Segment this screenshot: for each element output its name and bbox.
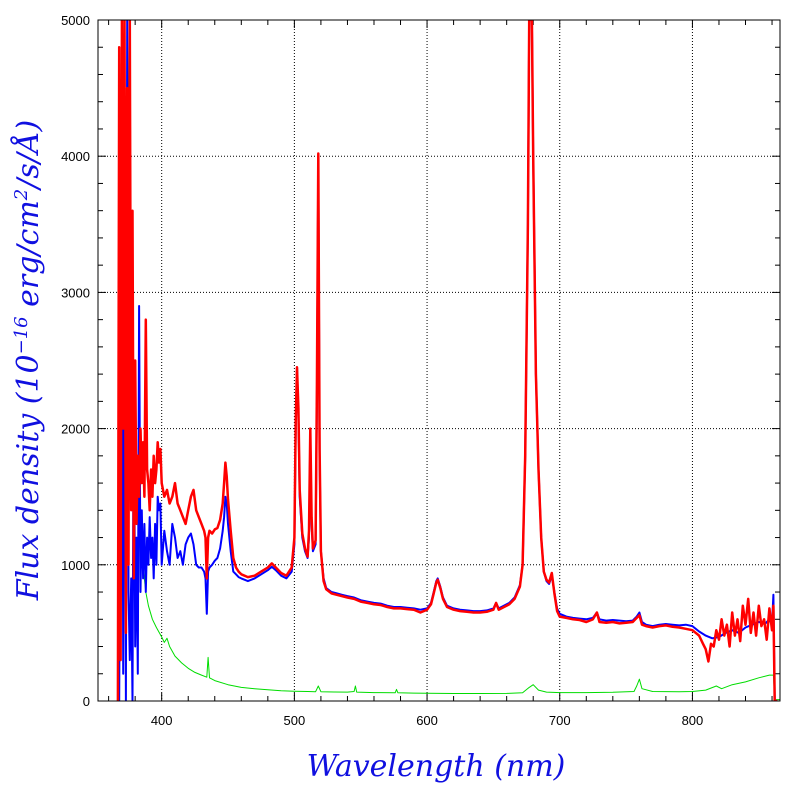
x-tick-label: 700 <box>549 713 571 728</box>
series-line-red <box>116 20 778 701</box>
y-axis-title-exponent-2: 2 <box>11 189 32 201</box>
y-axis-title-end: /s/Å) <box>10 120 46 192</box>
x-tick-label: 600 <box>416 713 438 728</box>
x-axis-title: Wavelength (nm) <box>307 749 566 784</box>
y-axis-title-mid: erg/cm <box>11 200 46 316</box>
x-tick-label: 400 <box>151 713 173 728</box>
data-series <box>116 20 780 701</box>
y-tick-label: 4000 <box>61 149 90 164</box>
y-axis-title-exponent: −16 <box>11 316 32 354</box>
minor-ticks <box>98 19 780 702</box>
y-tick-label: 3000 <box>61 285 90 300</box>
series-line-blue <box>118 20 778 701</box>
x-tick-label: 500 <box>284 713 306 728</box>
plot-frame <box>97 19 781 702</box>
grid-lines <box>98 20 780 701</box>
y-tick-label: 2000 <box>61 422 90 437</box>
x-tick-labels: 400 500 600 700 800 <box>151 713 703 728</box>
y-tick-labels: 0 1000 2000 3000 4000 5000 <box>61 13 90 709</box>
y-axis-title: Flux density (10−16 erg/cm2/s/Å) <box>10 120 46 602</box>
y-tick-label: 0 <box>83 694 90 709</box>
x-tick-label: 800 <box>682 713 704 728</box>
y-axis-title-main: Flux density (10 <box>11 354 46 601</box>
y-tick-label: 5000 <box>61 13 90 28</box>
series-line-green <box>118 20 780 701</box>
y-tick-label: 1000 <box>61 558 90 573</box>
